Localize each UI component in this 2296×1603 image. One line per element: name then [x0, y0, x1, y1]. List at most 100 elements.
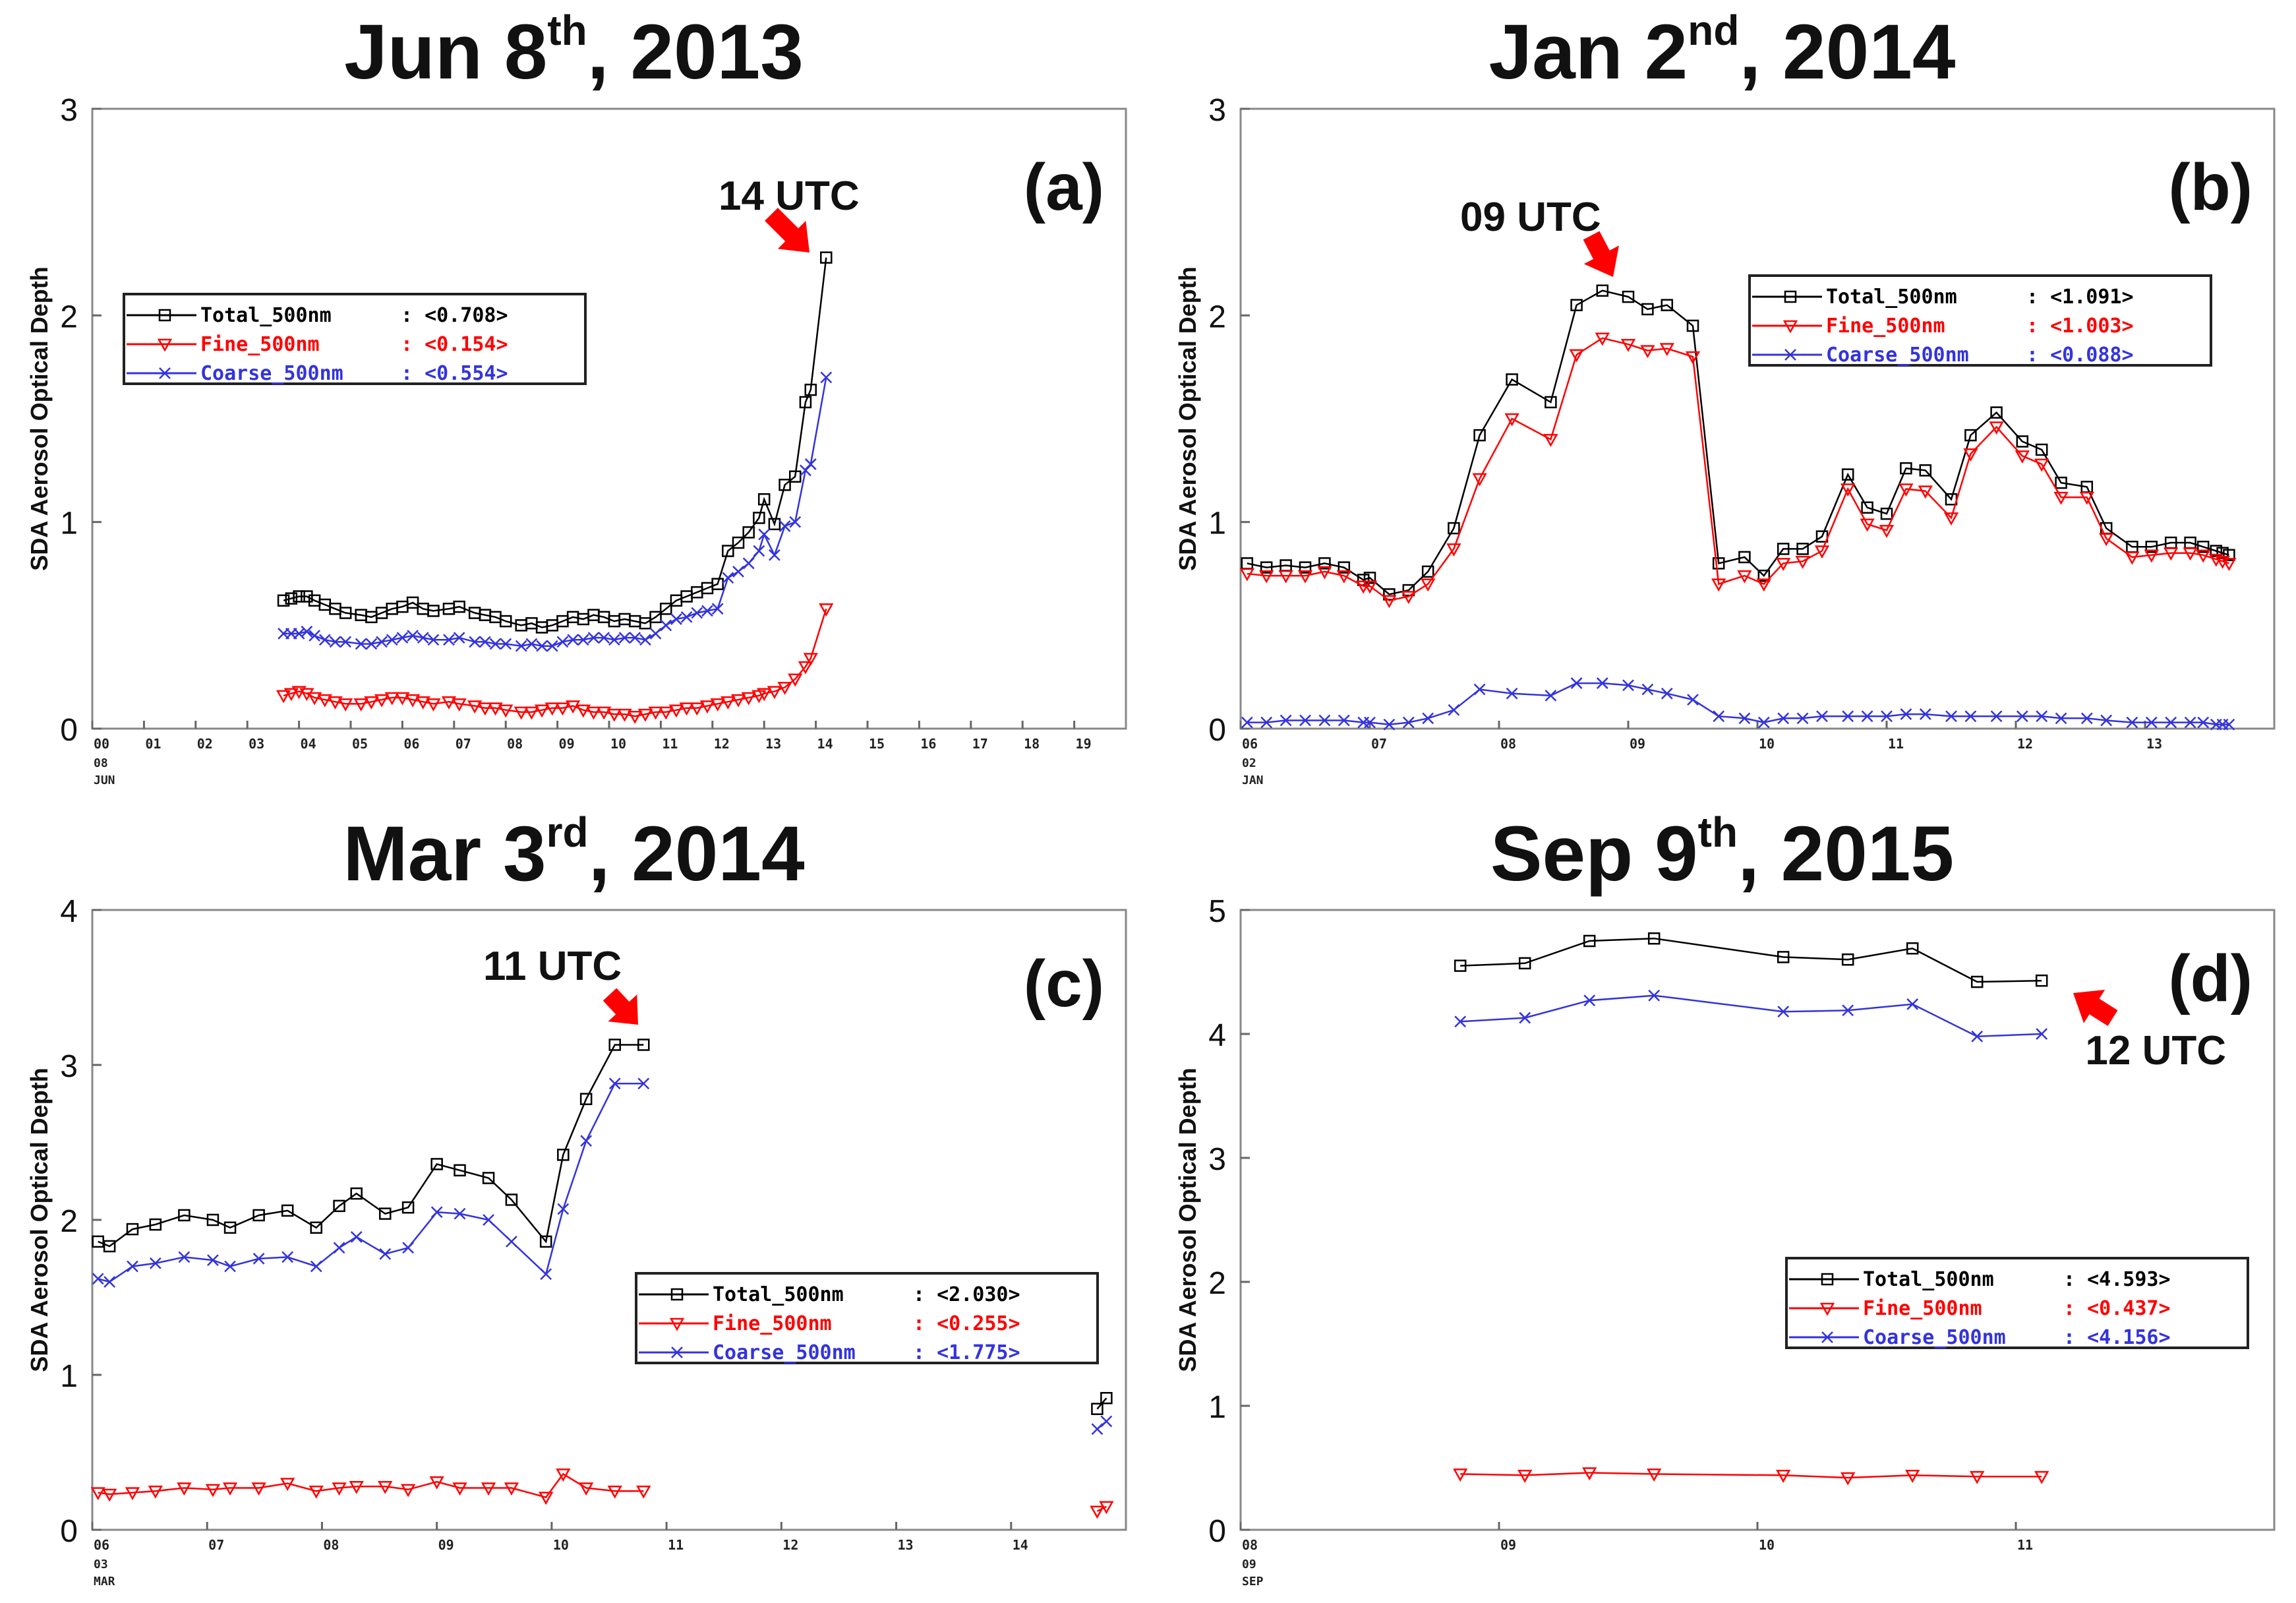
x-marker-stroke [1796, 712, 1809, 725]
total-500nm-point [1841, 468, 1854, 481]
fine-500nm-point [283, 688, 299, 702]
x-marker-stroke [309, 630, 321, 642]
x-date-label: 08 [94, 756, 108, 770]
y-tick-label: 4 [60, 894, 78, 929]
coarse-500nm-point [1280, 714, 1292, 727]
x-tick-label: 10 [553, 1537, 569, 1553]
x-tick-label: 09 [559, 736, 575, 752]
coarse-500nm-point [443, 634, 455, 646]
coarse-500nm-point [252, 1252, 265, 1265]
x-marker-stroke [1338, 714, 1350, 727]
x-tick-label: 07 [208, 1537, 224, 1553]
x-tick-label: 12 [2017, 736, 2033, 752]
fine-500nm-point [1776, 1470, 1791, 1483]
total-500nm-point [639, 617, 652, 630]
coarse-500nm-point [580, 1135, 593, 1147]
red-arrow-icon [603, 988, 639, 1025]
coarse-500nm-point [489, 638, 502, 650]
x-marker-stroke [580, 1135, 593, 1147]
fine-500nm-point [788, 673, 803, 687]
coarse-500nm-point [479, 636, 491, 648]
fine-500nm-point [222, 1482, 238, 1496]
total-500nm-point [1299, 561, 1312, 574]
x-marker-stroke [2184, 716, 2196, 729]
coarse-500nm-point [1338, 714, 1350, 727]
x-marker-stroke [1906, 998, 1919, 1010]
x-marker-stroke [333, 1242, 345, 1254]
total-500nm-point [1686, 319, 1699, 332]
coarse-500nm-point [2055, 712, 2067, 725]
fine-500nm-point [730, 694, 746, 708]
x-marker-stroke [1777, 712, 1790, 725]
coarse-500nm-point [1971, 1030, 1984, 1043]
x-marker-stroke [1648, 989, 1661, 1002]
x-marker-stroke [252, 1252, 265, 1265]
coarse-500nm-point [637, 1077, 650, 1090]
x-marker-stroke [427, 634, 440, 646]
x-marker-stroke [365, 638, 378, 650]
coarse-500nm-point [2126, 716, 2138, 729]
y-tick-label: 2 [60, 1204, 78, 1239]
fine-500nm-point [710, 698, 725, 711]
coarse-500nm-point [318, 634, 331, 646]
x-marker-stroke [670, 613, 682, 625]
total-500nm-point [1583, 934, 1596, 948]
legend-label: Coarse_500nm [713, 1341, 856, 1364]
x-marker-stroke [2126, 716, 2138, 729]
total-500nm-point [206, 1213, 220, 1226]
total-500nm-point [1919, 464, 1932, 477]
x-marker-stroke [577, 634, 589, 646]
arrow-shape [603, 988, 639, 1025]
coarse-500nm-point [379, 1248, 392, 1260]
total-500nm-point [659, 603, 672, 615]
x-tick-label: 07 [1371, 736, 1387, 752]
x-marker-stroke [1422, 712, 1434, 725]
legend-total-500nm-point [1784, 290, 1797, 303]
x-tick-label: 19 [1076, 736, 1092, 752]
fine-500nm-point [1970, 1470, 1985, 1484]
fine-500nm-point [679, 702, 694, 716]
total-500nm-point [1596, 284, 1609, 297]
y-tick-label: 0 [1208, 713, 1226, 748]
fine-500nm-point [803, 653, 818, 667]
coarse-500nm-point [540, 1268, 552, 1281]
coarse-500nm-point [2100, 714, 2113, 727]
x-tick-label: 12 [714, 736, 730, 752]
x-tick-label: 13 [2146, 736, 2162, 752]
x-marker-stroke [350, 1230, 363, 1243]
coarse-500nm-point [1842, 1004, 1854, 1017]
x-marker-stroke [1861, 710, 1873, 723]
x-marker-stroke [1821, 1331, 1833, 1343]
fine-500nm-point [606, 708, 622, 722]
coarse-500nm-point [820, 371, 833, 384]
x-tick-label: 14 [817, 736, 833, 752]
x-marker-stroke [454, 1207, 466, 1220]
x-marker-stroke [417, 632, 429, 644]
fine-500nm-point [1382, 595, 1397, 609]
legend-value: : <0.554> [401, 362, 508, 385]
total-500nm-point [1861, 501, 1873, 514]
fine-500nm-point [405, 694, 421, 708]
coarse-500nm-point [1713, 710, 1725, 723]
coarse-500nm-point [789, 516, 802, 528]
fine-500nm-point [1278, 570, 1293, 584]
total-500nm-point [92, 1235, 104, 1248]
y-tick-label: 5 [1208, 894, 1226, 929]
coarse-500nm-point [92, 1273, 104, 1285]
fine-500nm-point [1317, 566, 1332, 580]
x-marker-stroke [1318, 714, 1331, 727]
total-500nm-point [1712, 557, 1725, 570]
fine-500nm-point [1453, 1468, 1468, 1482]
total-500nm-point [1421, 565, 1434, 578]
x-date-label: JUN [94, 773, 115, 787]
coarse-500nm-point [1777, 1006, 1790, 1018]
fine-500nm-point [395, 692, 410, 706]
fine-500nm-point [467, 700, 483, 714]
x-marker-stroke [1622, 679, 1634, 692]
total-500nm-point [1647, 932, 1661, 945]
fine-500nm-point [1899, 483, 1914, 497]
fine-500nm-point [452, 698, 467, 711]
coarse-500nm-point [1622, 679, 1634, 692]
legend-label: Total_500nm [713, 1283, 844, 1306]
